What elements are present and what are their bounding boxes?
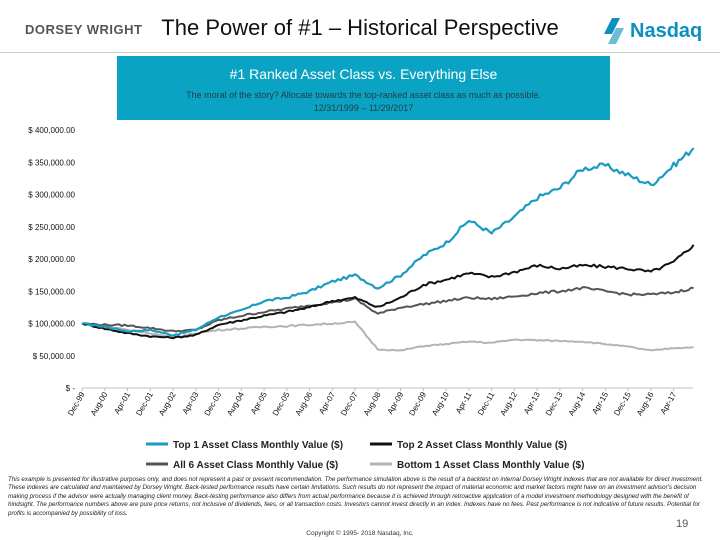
legend-label: Top 1 Asset Class Monthly Value ($) [173, 440, 343, 451]
x-tick-label: Apr-17 [659, 390, 679, 416]
x-tick-label: Apr-01 [112, 390, 132, 416]
nasdaq-mark-icon [604, 18, 624, 44]
x-tick-label: Dec-07 [339, 390, 360, 417]
x-tick-label: Dec-13 [544, 390, 565, 417]
x-tick-label: Apr-15 [590, 390, 610, 416]
chart-banner: #1 Ranked Asset Class vs. Everything Els… [117, 56, 610, 120]
x-tick-label: Aug-10 [430, 390, 451, 417]
x-tick-label: Dec-09 [407, 390, 428, 417]
series-line-2 [81, 244, 695, 340]
banner-date-range: 12/31/1999 – 11/29/2017 [313, 103, 414, 113]
series-lines [81, 147, 695, 352]
nasdaq-logo: Nasdaq [600, 14, 710, 48]
page-number: 19 [676, 518, 689, 530]
x-tick-label: Dec-11 [476, 390, 497, 417]
legend-label: Bottom 1 Asset Class Monthly Value ($) [397, 460, 584, 471]
series-line-3 [81, 286, 694, 333]
y-tick-label: $ 100,000.00 [28, 320, 75, 329]
x-tick-label: Aug-16 [635, 390, 656, 417]
y-tick-label: $ 50,000.00 [33, 352, 76, 361]
line-chart: $ - $ 50,000.00 $ 100,000.00 $ 150,000.00 $ … [28, 126, 695, 471]
x-tick-label: Aug-14 [567, 390, 588, 417]
legend-label: Top 2 Asset Class Monthly Value ($) [397, 440, 567, 451]
x-tick-label: Dec-01 [134, 390, 155, 417]
y-tick-label: $ 150,000.00 [28, 287, 75, 296]
y-tick-label: $ 200,000.00 [28, 255, 75, 264]
x-tick-label: Aug-08 [362, 390, 383, 417]
x-tick-label: Apr-05 [249, 390, 269, 416]
dorsey-wright-logo: DORSEY WRIGHT [25, 22, 143, 37]
nasdaq-wordmark: Nasdaq [630, 20, 703, 42]
title-divider [0, 52, 720, 53]
x-tick-label: Dec-03 [203, 390, 224, 417]
y-tick-label: $ 350,000.00 [28, 158, 75, 167]
series-line-1 [81, 147, 695, 337]
y-tick-label: $ 250,000.00 [28, 223, 75, 232]
legend-label: All 6 Asset Class Monthly Value ($) [173, 460, 338, 471]
banner-subtitle: The moral of the story? Allocate towards… [186, 90, 541, 100]
x-tick-label: Dec-05 [271, 390, 292, 417]
y-axis: $ - $ 50,000.00 $ 100,000.00 $ 150,000.00 $ … [28, 126, 693, 393]
x-tick-label: Apr-09 [386, 390, 406, 416]
y-tick-label: $ - [66, 384, 76, 393]
y-tick-label: $ 400,000.00 [28, 126, 75, 135]
x-tick-label: Aug-02 [157, 390, 178, 417]
disclaimer-text: This example is presented for illustrati… [8, 476, 703, 517]
x-tick-label: Aug-04 [225, 390, 246, 417]
y-tick-label: $ 300,000.00 [28, 191, 75, 200]
x-tick-label: Aug-06 [294, 390, 315, 417]
x-tick-label: Apr-07 [317, 390, 337, 416]
slide-title: The Power of #1 – Historical Perspective [161, 15, 559, 40]
x-tick-label: Dec-99 [66, 390, 87, 417]
x-axis: Dec-99 Aug-00 Apr-01 Dec-01 Aug-02 Apr-03 Dec-… [66, 388, 679, 417]
x-tick-label: Aug-12 [498, 390, 519, 417]
x-tick-label: Apr-13 [522, 390, 542, 416]
legend: Top 1 Asset Class Monthly Value ($) Top 2… [146, 440, 584, 471]
x-tick-label: Dec-15 [612, 390, 633, 417]
x-tick-label: Apr-11 [454, 390, 474, 415]
banner-title: #1 Ranked Asset Class vs. Everything Els… [229, 66, 498, 82]
copyright-text: Copyright © 1995- 2018 Nasdaq, Inc. [306, 530, 414, 537]
series-line-4 [81, 320, 694, 352]
x-tick-label: Apr-03 [181, 390, 201, 416]
x-tick-label: Aug-00 [89, 390, 110, 417]
